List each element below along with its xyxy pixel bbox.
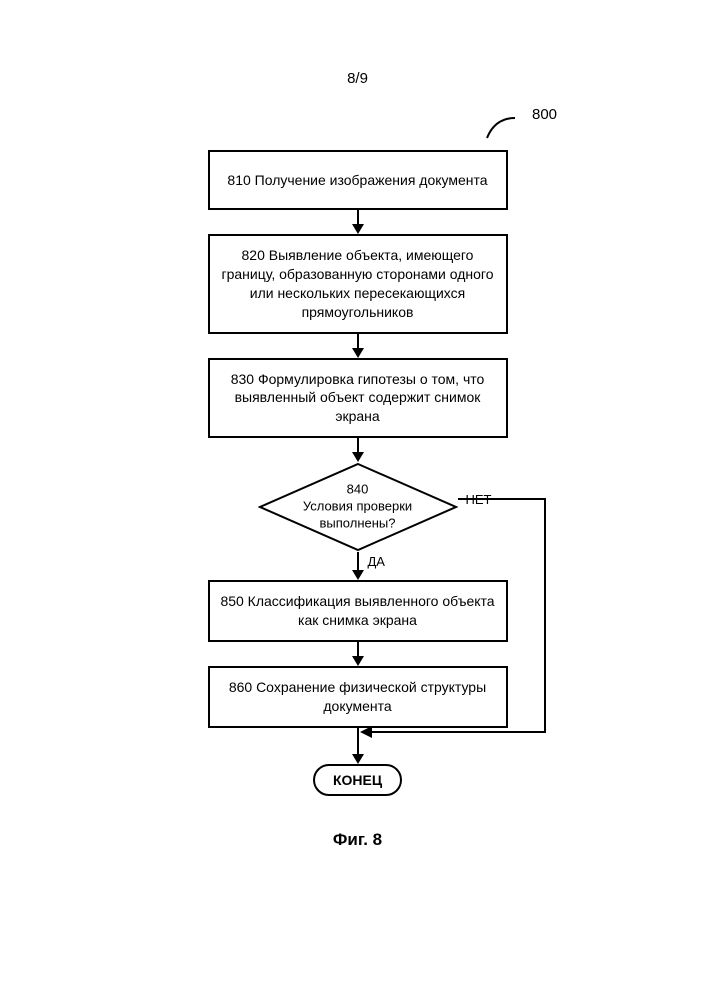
arrow-820-830: [208, 334, 508, 358]
decision-840-num: 840: [268, 482, 448, 499]
process-box-810: 810 Получение изображения документа: [208, 150, 508, 210]
page-number: 8/9: [347, 70, 368, 87]
arrow-860-end: [208, 728, 508, 764]
arrow-840-850: [208, 552, 508, 580]
branch-no-label: НЕТ: [466, 492, 492, 507]
terminator-row: КОНЕЦ: [208, 764, 508, 796]
decision-840-question: Условия проверки выполнены?: [268, 499, 448, 533]
process-box-860: 860 Сохранение физической структуры доку…: [208, 666, 508, 728]
figure-reference-number: 800: [532, 106, 557, 123]
flowchart-container: 810 Получение изображения документа 820 …: [208, 150, 508, 796]
process-box-850: 850 Классификация выявленного объекта ка…: [208, 580, 508, 642]
process-box-830: 830 Формулировка гипотезы о том, что выя…: [208, 358, 508, 439]
figure-caption: Фиг. 8: [333, 830, 382, 850]
terminator-end: КОНЕЦ: [313, 764, 402, 796]
decision-840-wrap: 840 Условия проверки выполнены? НЕТ ДА: [208, 462, 508, 552]
process-box-820: 820 Выявление объекта, имеющего границу,…: [208, 234, 508, 334]
decision-840-text: 840 Условия проверки выполнены?: [268, 482, 448, 533]
branch-yes-label: ДА: [368, 554, 385, 569]
decision-840: 840 Условия проверки выполнены?: [258, 462, 458, 552]
arrow-810-820: [208, 210, 508, 234]
arrow-850-860: [208, 642, 508, 666]
arrow-830-840: [208, 438, 508, 462]
ref-leader-curve: [485, 112, 529, 140]
